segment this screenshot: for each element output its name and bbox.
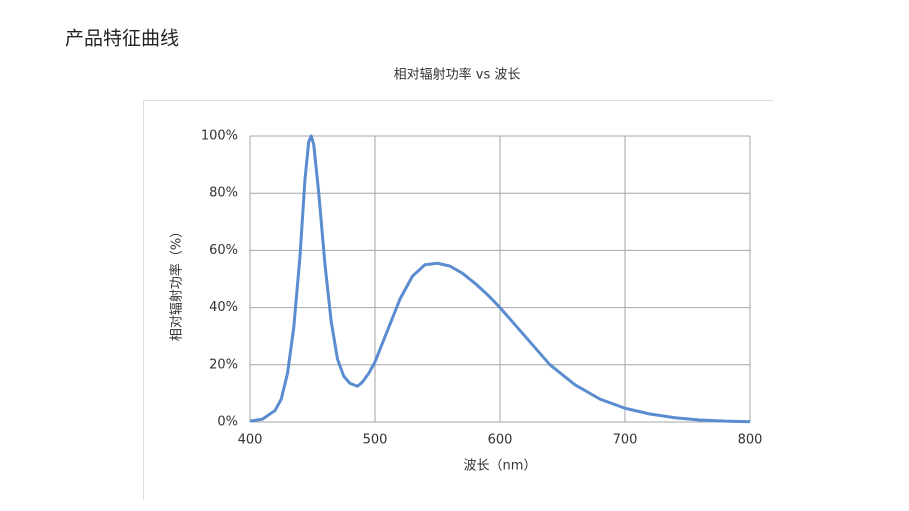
data-line (249, 134, 751, 424)
x-tick-label: 500 (363, 433, 388, 448)
y-tick-label: 20% (209, 357, 238, 372)
chart-title: 相对辐射功率 vs 波长 (394, 67, 521, 83)
x-tick-label: 600 (488, 433, 513, 448)
y-tick-label: 60% (209, 243, 238, 258)
y-tick-label: 40% (209, 300, 238, 315)
panel-border (143, 100, 773, 500)
y-axis-label: 相对辐射功率（%） (169, 225, 185, 341)
y-tick-label: 80% (209, 186, 238, 201)
y-tick-label: 100% (201, 129, 238, 144)
x-tick-label: 400 (238, 433, 263, 448)
y-tick-label: 0% (217, 415, 238, 430)
x-tick-label: 700 (613, 433, 638, 448)
x-tick-label: 800 (738, 433, 763, 448)
page-heading: 产品特征曲线 (65, 28, 179, 50)
x-axis-label: 波长（nm） (464, 459, 537, 474)
